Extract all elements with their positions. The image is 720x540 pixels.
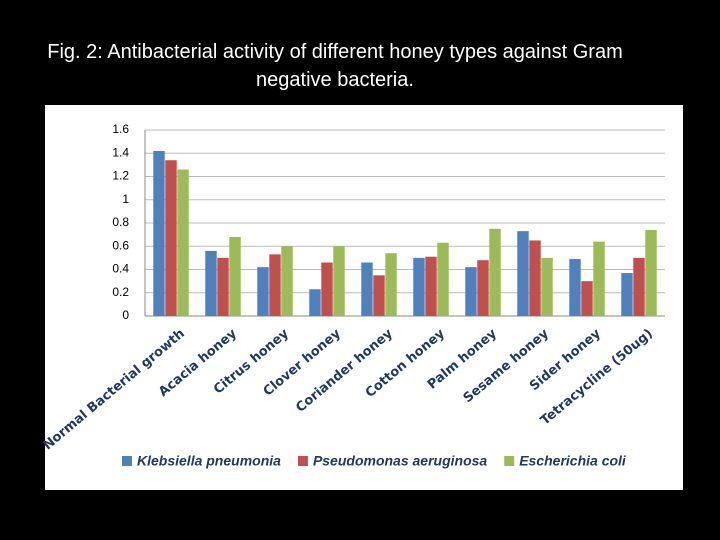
bar — [361, 262, 373, 316]
bar — [257, 267, 269, 316]
bar — [165, 160, 177, 316]
bar — [489, 228, 501, 316]
bar — [465, 267, 477, 316]
y-tick-label: 0.6 — [112, 238, 129, 252]
bar — [281, 246, 293, 316]
bar — [569, 259, 581, 316]
bar — [413, 257, 425, 316]
chart-title: Fig. 2: Antibacterial activity of differ… — [47, 41, 623, 91]
bar — [373, 275, 385, 316]
bar — [633, 257, 645, 316]
bar — [425, 256, 437, 316]
y-tick-label: 0 — [122, 308, 129, 322]
y-tick-label: 0.2 — [112, 285, 129, 299]
bar — [333, 246, 345, 316]
bar — [581, 281, 593, 316]
bar — [645, 229, 657, 316]
bar — [477, 260, 489, 316]
bar — [205, 250, 217, 316]
y-tick-label: 1.2 — [112, 169, 129, 183]
legend-swatch — [504, 456, 515, 466]
y-tick-label: 1 — [122, 192, 129, 206]
legend-swatch — [297, 456, 308, 466]
bar — [517, 231, 529, 316]
y-tick-label: 0.8 — [112, 215, 129, 229]
bar — [593, 241, 605, 316]
legend-label: Escherichia coli — [519, 453, 627, 469]
bar — [229, 236, 241, 316]
bar — [621, 272, 633, 316]
bar — [529, 240, 541, 316]
bar — [385, 253, 397, 316]
bar — [153, 150, 165, 316]
legend-label: Klebsiella pneumonia — [137, 453, 281, 469]
legend-label: Pseudomonas aeruginosa — [313, 453, 487, 469]
bar — [269, 254, 281, 316]
y-tick-label: 1.4 — [112, 145, 129, 159]
bar — [309, 289, 321, 316]
bar — [177, 169, 189, 316]
bar — [217, 257, 229, 316]
bar — [437, 242, 449, 316]
y-tick-label: 0.4 — [112, 262, 129, 276]
y-tick-label: 1.6 — [112, 122, 129, 136]
legend-swatch — [122, 456, 132, 466]
bar — [541, 257, 553, 316]
bar — [321, 262, 333, 316]
